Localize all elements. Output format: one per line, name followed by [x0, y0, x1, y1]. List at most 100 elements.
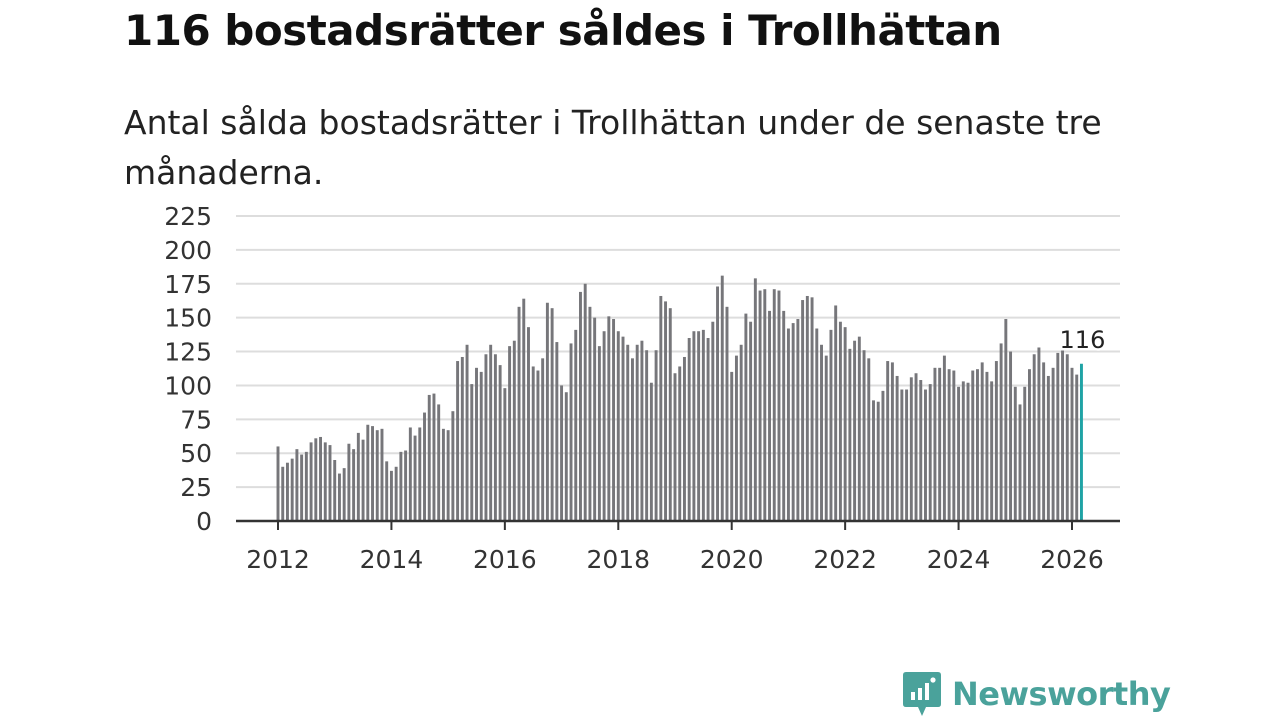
y-tick-label: 125 [164, 338, 212, 367]
bar [281, 466, 285, 521]
bar [820, 344, 823, 521]
bar [716, 286, 720, 521]
bar [720, 275, 724, 521]
bar [659, 295, 663, 521]
bar [980, 362, 984, 521]
bar [479, 371, 483, 521]
bar [994, 361, 998, 521]
bar [834, 305, 838, 521]
bar [569, 343, 573, 521]
bar [824, 355, 828, 521]
x-tick-label: 2026 [1040, 545, 1104, 574]
bar [328, 445, 332, 521]
x-tick-label: 2022 [813, 545, 877, 574]
bar [682, 356, 686, 521]
bar [446, 430, 450, 521]
bar [924, 389, 927, 521]
bar [531, 366, 535, 521]
bar [635, 344, 639, 521]
bar [777, 290, 781, 521]
bar [352, 449, 356, 521]
bar [423, 412, 426, 521]
bar [687, 338, 691, 521]
y-tick-label: 75 [180, 405, 212, 434]
bar [810, 297, 814, 521]
y-tick-label: 225 [164, 202, 212, 231]
bar [872, 400, 875, 521]
bar [309, 442, 313, 521]
bar [304, 451, 308, 521]
bar [493, 354, 497, 521]
bar [734, 355, 738, 521]
bar [805, 295, 809, 521]
bar [857, 336, 861, 521]
bar [1070, 367, 1074, 521]
chart-title: 116 bostadsrätter såldes i Trollhättan [124, 6, 1002, 55]
bar [909, 377, 913, 521]
bar [1032, 354, 1036, 521]
bar [418, 427, 422, 521]
bar [753, 278, 757, 521]
bar [602, 331, 606, 521]
bar [1075, 374, 1079, 521]
bar [356, 432, 360, 521]
bar-highlight [1079, 363, 1083, 521]
x-tick-label: 2020 [700, 545, 764, 574]
bar [763, 289, 767, 521]
bar [1023, 386, 1027, 521]
bar [947, 369, 951, 521]
bar [1027, 369, 1031, 521]
x-tick-label: 2014 [360, 545, 424, 574]
bar [791, 323, 795, 521]
bar [545, 302, 549, 521]
bar-chart: 0 25 50 75 100 125 150 175 200 225 2012 2014 2016 201… [164, 202, 1120, 574]
bar [404, 450, 408, 521]
bar [427, 394, 431, 521]
bar [654, 350, 658, 521]
x-tick-label: 2018 [586, 545, 650, 574]
bar [361, 439, 365, 521]
bar [900, 389, 904, 521]
bar [725, 306, 729, 521]
bar [574, 329, 578, 521]
bar [626, 344, 630, 521]
bar [862, 350, 866, 521]
bar [498, 365, 502, 521]
bar [673, 373, 677, 521]
bar [475, 367, 478, 521]
bar [342, 468, 346, 521]
bar [579, 291, 582, 521]
bar [489, 344, 493, 521]
bar [300, 454, 304, 521]
bar [692, 331, 696, 521]
bar [914, 373, 918, 521]
bar [928, 384, 932, 521]
bar [768, 310, 771, 521]
bar [758, 290, 762, 521]
bar [394, 466, 398, 521]
bar [782, 310, 786, 521]
bar [796, 319, 800, 521]
bar [829, 329, 833, 521]
bar [886, 361, 890, 521]
bar [314, 438, 318, 521]
bar [1042, 362, 1046, 521]
newsworthy-logo-icon [903, 672, 941, 716]
bar [952, 370, 956, 521]
bar [508, 346, 512, 521]
bar [484, 354, 488, 521]
bar [1056, 352, 1060, 521]
bar [664, 301, 668, 521]
bar [933, 367, 937, 521]
bar [905, 389, 909, 521]
bar [881, 390, 885, 521]
bar [678, 366, 682, 521]
bar [919, 380, 923, 521]
bar [399, 451, 403, 521]
bar [366, 424, 370, 521]
bar [890, 362, 894, 521]
bar [527, 327, 530, 521]
bar [456, 361, 460, 521]
bar [432, 393, 436, 521]
bar [522, 298, 526, 521]
